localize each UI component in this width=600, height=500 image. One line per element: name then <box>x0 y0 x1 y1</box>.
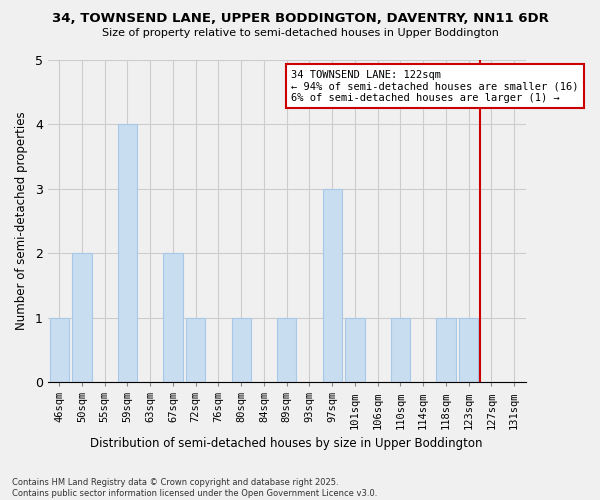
Bar <box>459 318 478 382</box>
Bar <box>118 124 137 382</box>
Text: 34, TOWNSEND LANE, UPPER BODDINGTON, DAVENTRY, NN11 6DR: 34, TOWNSEND LANE, UPPER BODDINGTON, DAV… <box>52 12 548 26</box>
Bar <box>50 318 69 382</box>
Bar <box>163 254 182 382</box>
Text: Contains HM Land Registry data © Crown copyright and database right 2025.
Contai: Contains HM Land Registry data © Crown c… <box>12 478 377 498</box>
Bar <box>345 318 365 382</box>
Bar <box>391 318 410 382</box>
Bar <box>186 318 205 382</box>
Bar <box>72 254 92 382</box>
Bar <box>323 189 342 382</box>
Text: Size of property relative to semi-detached houses in Upper Boddington: Size of property relative to semi-detach… <box>101 28 499 38</box>
Bar <box>277 318 296 382</box>
Bar <box>436 318 455 382</box>
Y-axis label: Number of semi-detached properties: Number of semi-detached properties <box>15 112 28 330</box>
X-axis label: Distribution of semi-detached houses by size in Upper Boddington: Distribution of semi-detached houses by … <box>91 437 483 450</box>
Text: 34 TOWNSEND LANE: 122sqm
← 94% of semi-detached houses are smaller (16)
6% of se: 34 TOWNSEND LANE: 122sqm ← 94% of semi-d… <box>291 70 579 103</box>
Bar <box>232 318 251 382</box>
